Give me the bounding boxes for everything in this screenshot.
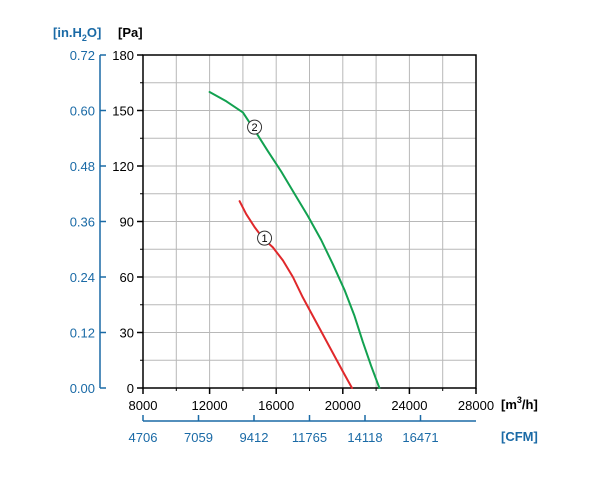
- x-primary-tick-label: 24000: [391, 398, 427, 413]
- y-primary-tick-label: 0: [127, 381, 134, 396]
- curve-marker-circle: [257, 230, 273, 246]
- marker-layer: 12: [247, 119, 273, 246]
- x-primary-unit-main: [m: [501, 397, 517, 412]
- y-secondary-tick-label: 0.60: [70, 104, 95, 119]
- curve-marker-label: 1: [261, 233, 267, 245]
- x-secondary-tick-label: 7059: [184, 430, 213, 445]
- grid-lines: [143, 55, 476, 388]
- series-curve-2: [208, 91, 381, 389]
- x-secondary-tick-label: 16471: [402, 430, 438, 445]
- y-primary-unit-label: [Pa]: [118, 25, 143, 40]
- series-layer: [208, 91, 381, 389]
- y-secondary-unit-label: [in.H2O]: [53, 25, 101, 43]
- curve-marker-label: 2: [251, 122, 257, 134]
- x-primary-tick-label: 20000: [325, 398, 361, 413]
- y-primary-tick-label: 30: [120, 326, 134, 341]
- y-secondary-unit-main: [in.H: [53, 25, 82, 40]
- x-primary-tick-label: 16000: [258, 398, 294, 413]
- y-primary-tick-label: 90: [120, 215, 134, 230]
- y-primary-tick-label: 180: [112, 48, 134, 63]
- x-primary-tick-label: 28000: [458, 398, 494, 413]
- x-primary-unit-tail: /h]: [522, 397, 538, 412]
- axis-lines: [99, 55, 476, 422]
- y-secondary-unit-sub: 2: [82, 33, 87, 43]
- y-secondary-tick-label: 0.12: [70, 326, 95, 341]
- y-secondary-tick-label: 0.24: [70, 270, 95, 285]
- x-primary-tick-label: 12000: [192, 398, 228, 413]
- curve-marker-circle: [247, 119, 263, 135]
- ticks-layer: 0 30 60 90 120 150 180 0.00 0.12 0.24 0.36 0.48 0.60…: [70, 48, 494, 445]
- x-secondary-tick-label: 14118: [347, 430, 382, 445]
- y-primary-tick-label: 120: [112, 159, 134, 174]
- y-primary-tick-label: 60: [120, 270, 134, 285]
- x-secondary-tick-label: 4706: [129, 430, 158, 445]
- x-secondary-tick-label: 9412: [240, 430, 269, 445]
- x-secondary-unit-label: [CFM]: [501, 429, 538, 444]
- y-secondary-unit-tail: O]: [87, 25, 101, 40]
- y-secondary-tick-label: 0.48: [70, 159, 95, 174]
- y-secondary-tick-label: 0.36: [70, 215, 95, 230]
- x-primary-unit-label: [m3/h]: [501, 395, 538, 412]
- x-primary-unit-sup: 3: [517, 395, 522, 405]
- y-secondary-tick-label: 0.00: [70, 381, 95, 396]
- x-primary-tick-label: 8000: [129, 398, 158, 413]
- y-secondary-tick-label: 0.72: [70, 48, 95, 63]
- series-curve-1: [238, 200, 353, 389]
- x-secondary-tick-label: 11765: [292, 430, 327, 445]
- y-primary-tick-label: 150: [112, 104, 134, 119]
